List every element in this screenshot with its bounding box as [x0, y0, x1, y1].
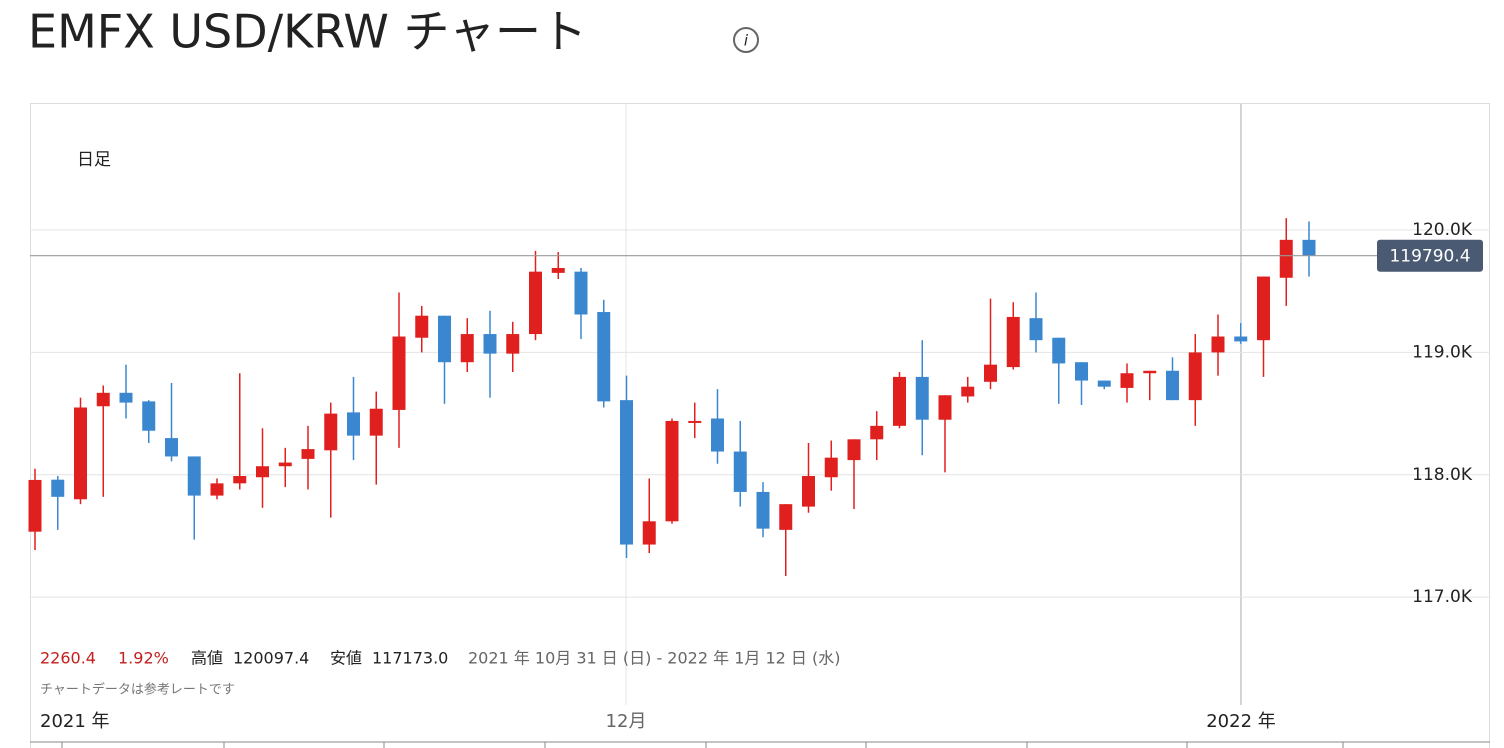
- summary: 2260.4 1.92% 高値 120097.4 安値 117173.0 202…: [40, 649, 840, 668]
- last-price-label: 119790.4: [1389, 247, 1470, 267]
- period-label: 日足: [77, 150, 111, 170]
- candle-body: [938, 395, 952, 420]
- low-label: 安値: [330, 649, 362, 668]
- x-label: 12月: [606, 711, 647, 732]
- candle-body: [301, 449, 315, 459]
- candle-body: [119, 392, 133, 403]
- candle-body: [665, 420, 679, 522]
- chart-frame: [30, 103, 1490, 748]
- candle-body: [233, 476, 247, 484]
- candle-body: [165, 438, 178, 457]
- candle-body: [893, 376, 906, 426]
- candle-body: [369, 408, 383, 436]
- candle-body: [96, 392, 110, 407]
- candle-body: [711, 418, 724, 452]
- candle-body: [984, 364, 997, 382]
- candle-body: [460, 334, 474, 363]
- candle-body: [210, 483, 224, 496]
- candle-body: [142, 401, 156, 431]
- candle-body: [1075, 362, 1088, 381]
- candle-body: [1302, 239, 1316, 256]
- candle-body: [1029, 318, 1043, 341]
- note: チャートデータは参考レートです: [40, 682, 235, 698]
- candle-body: [324, 413, 338, 451]
- candle-body: [1120, 373, 1134, 388]
- navigator-axis: [30, 741, 1490, 748]
- high-value: 120097.4: [233, 649, 309, 668]
- candle-body: [1211, 336, 1225, 353]
- candle-body: [620, 400, 633, 545]
- candle-body: [483, 334, 497, 354]
- x-label: 2022 年: [1206, 711, 1276, 732]
- candle-body: [187, 456, 201, 496]
- candle-body: [28, 479, 42, 532]
- y-tick-label: 119.0K: [1412, 342, 1473, 362]
- candle-body: [1257, 276, 1270, 341]
- candle-body: [597, 312, 611, 402]
- candle-body: [847, 439, 861, 461]
- info-icon[interactable]: i: [733, 27, 759, 53]
- candle-body: [506, 334, 520, 354]
- candle-body: [438, 315, 451, 363]
- candle-body: [1052, 337, 1066, 364]
- chart-title: EMFX USD/KRW チャート: [28, 5, 587, 59]
- y-tick-label: 118.0K: [1412, 465, 1473, 485]
- date-range: 2021 年 10月 31 日 (日) - 2022 年 1月 12 日 (水): [468, 649, 840, 668]
- x-label: 2021 年: [40, 711, 110, 732]
- change-percent: 1.92%: [118, 649, 169, 668]
- change: 2260.4: [40, 649, 96, 668]
- y-tick-label: 117.0K: [1412, 587, 1473, 607]
- candle-body: [415, 315, 429, 338]
- candle-body: [961, 386, 975, 397]
- candle-body: [551, 267, 565, 273]
- candle-body: [688, 420, 702, 423]
- candle-body: [1006, 316, 1020, 368]
- candle-body: [1166, 370, 1179, 401]
- last-price-box: [1377, 239, 1483, 272]
- candle-body: [642, 521, 656, 545]
- y-tick-label: 120.0K: [1412, 220, 1473, 240]
- candle-body: [51, 479, 65, 497]
- candle-body: [1234, 336, 1248, 342]
- low-value: 117173.0: [372, 649, 448, 668]
- candle-body: [529, 271, 542, 335]
- candle-body: [824, 457, 838, 478]
- candle-body: [756, 491, 770, 529]
- candle-body: [870, 425, 884, 440]
- candle-body: [915, 376, 929, 420]
- candle-body: [733, 451, 747, 492]
- svg-text:i: i: [744, 32, 749, 50]
- candle-body: [779, 504, 793, 530]
- candle-body: [256, 466, 269, 478]
- candle-body: [74, 407, 87, 500]
- candle-body: [574, 271, 588, 315]
- candle-body: [1143, 370, 1157, 374]
- candle-body: [278, 462, 292, 467]
- candle-body: [392, 336, 406, 410]
- candle-body: [1097, 380, 1111, 387]
- candle-body: [347, 412, 360, 436]
- candle-body: [802, 476, 815, 507]
- candle-body: [1279, 239, 1293, 278]
- high-label: 高値: [191, 649, 223, 668]
- candle-body: [1188, 352, 1202, 401]
